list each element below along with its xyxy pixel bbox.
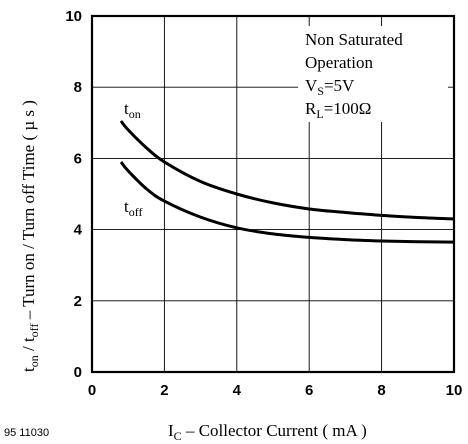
x-tick-label-0: 0 [88, 382, 96, 399]
annotation-rl: RL=100Ω [305, 99, 371, 121]
tick-labels: 0 2 4 6 8 10 0 2 4 6 8 10 [65, 8, 462, 399]
series-label-on: ton [124, 99, 141, 121]
series-line-off [119, 161, 455, 244]
y-tick-label-3: 6 [74, 150, 82, 167]
figure-number: 95 11030 [4, 427, 49, 439]
x-tick-label-3: 6 [305, 382, 313, 399]
y-tick-label-1: 2 [74, 293, 82, 310]
y-tick-label-0: 0 [74, 364, 82, 381]
series-labels: ton toff [124, 99, 143, 219]
x-tick-label-1: 2 [160, 382, 168, 399]
y-axis-label: ton / toff – Turn on / Turn off Time ( µ… [19, 100, 41, 372]
series-curves [119, 120, 455, 244]
x-tick-label-2: 4 [233, 382, 242, 399]
annotation-vs: VS=5V [305, 76, 355, 98]
series-line-on [119, 120, 455, 221]
series-label-off: toff [124, 197, 143, 219]
x-axis-label: IC – Collector Current ( mA ) [168, 421, 367, 443]
annotation-line1: Non Saturated [305, 30, 403, 49]
annotation-line2: Operation [305, 53, 373, 72]
plot-frame [90, 14, 456, 374]
y-tick-label-5: 10 [65, 8, 82, 25]
x-tick-label-4: 8 [377, 382, 385, 399]
y-tick-label-2: 4 [74, 222, 83, 239]
x-tick-label-5: 10 [446, 382, 463, 399]
y-tick-label-4: 8 [74, 79, 82, 96]
grid-lines [92, 16, 454, 372]
annotation-backdrop [298, 26, 448, 122]
